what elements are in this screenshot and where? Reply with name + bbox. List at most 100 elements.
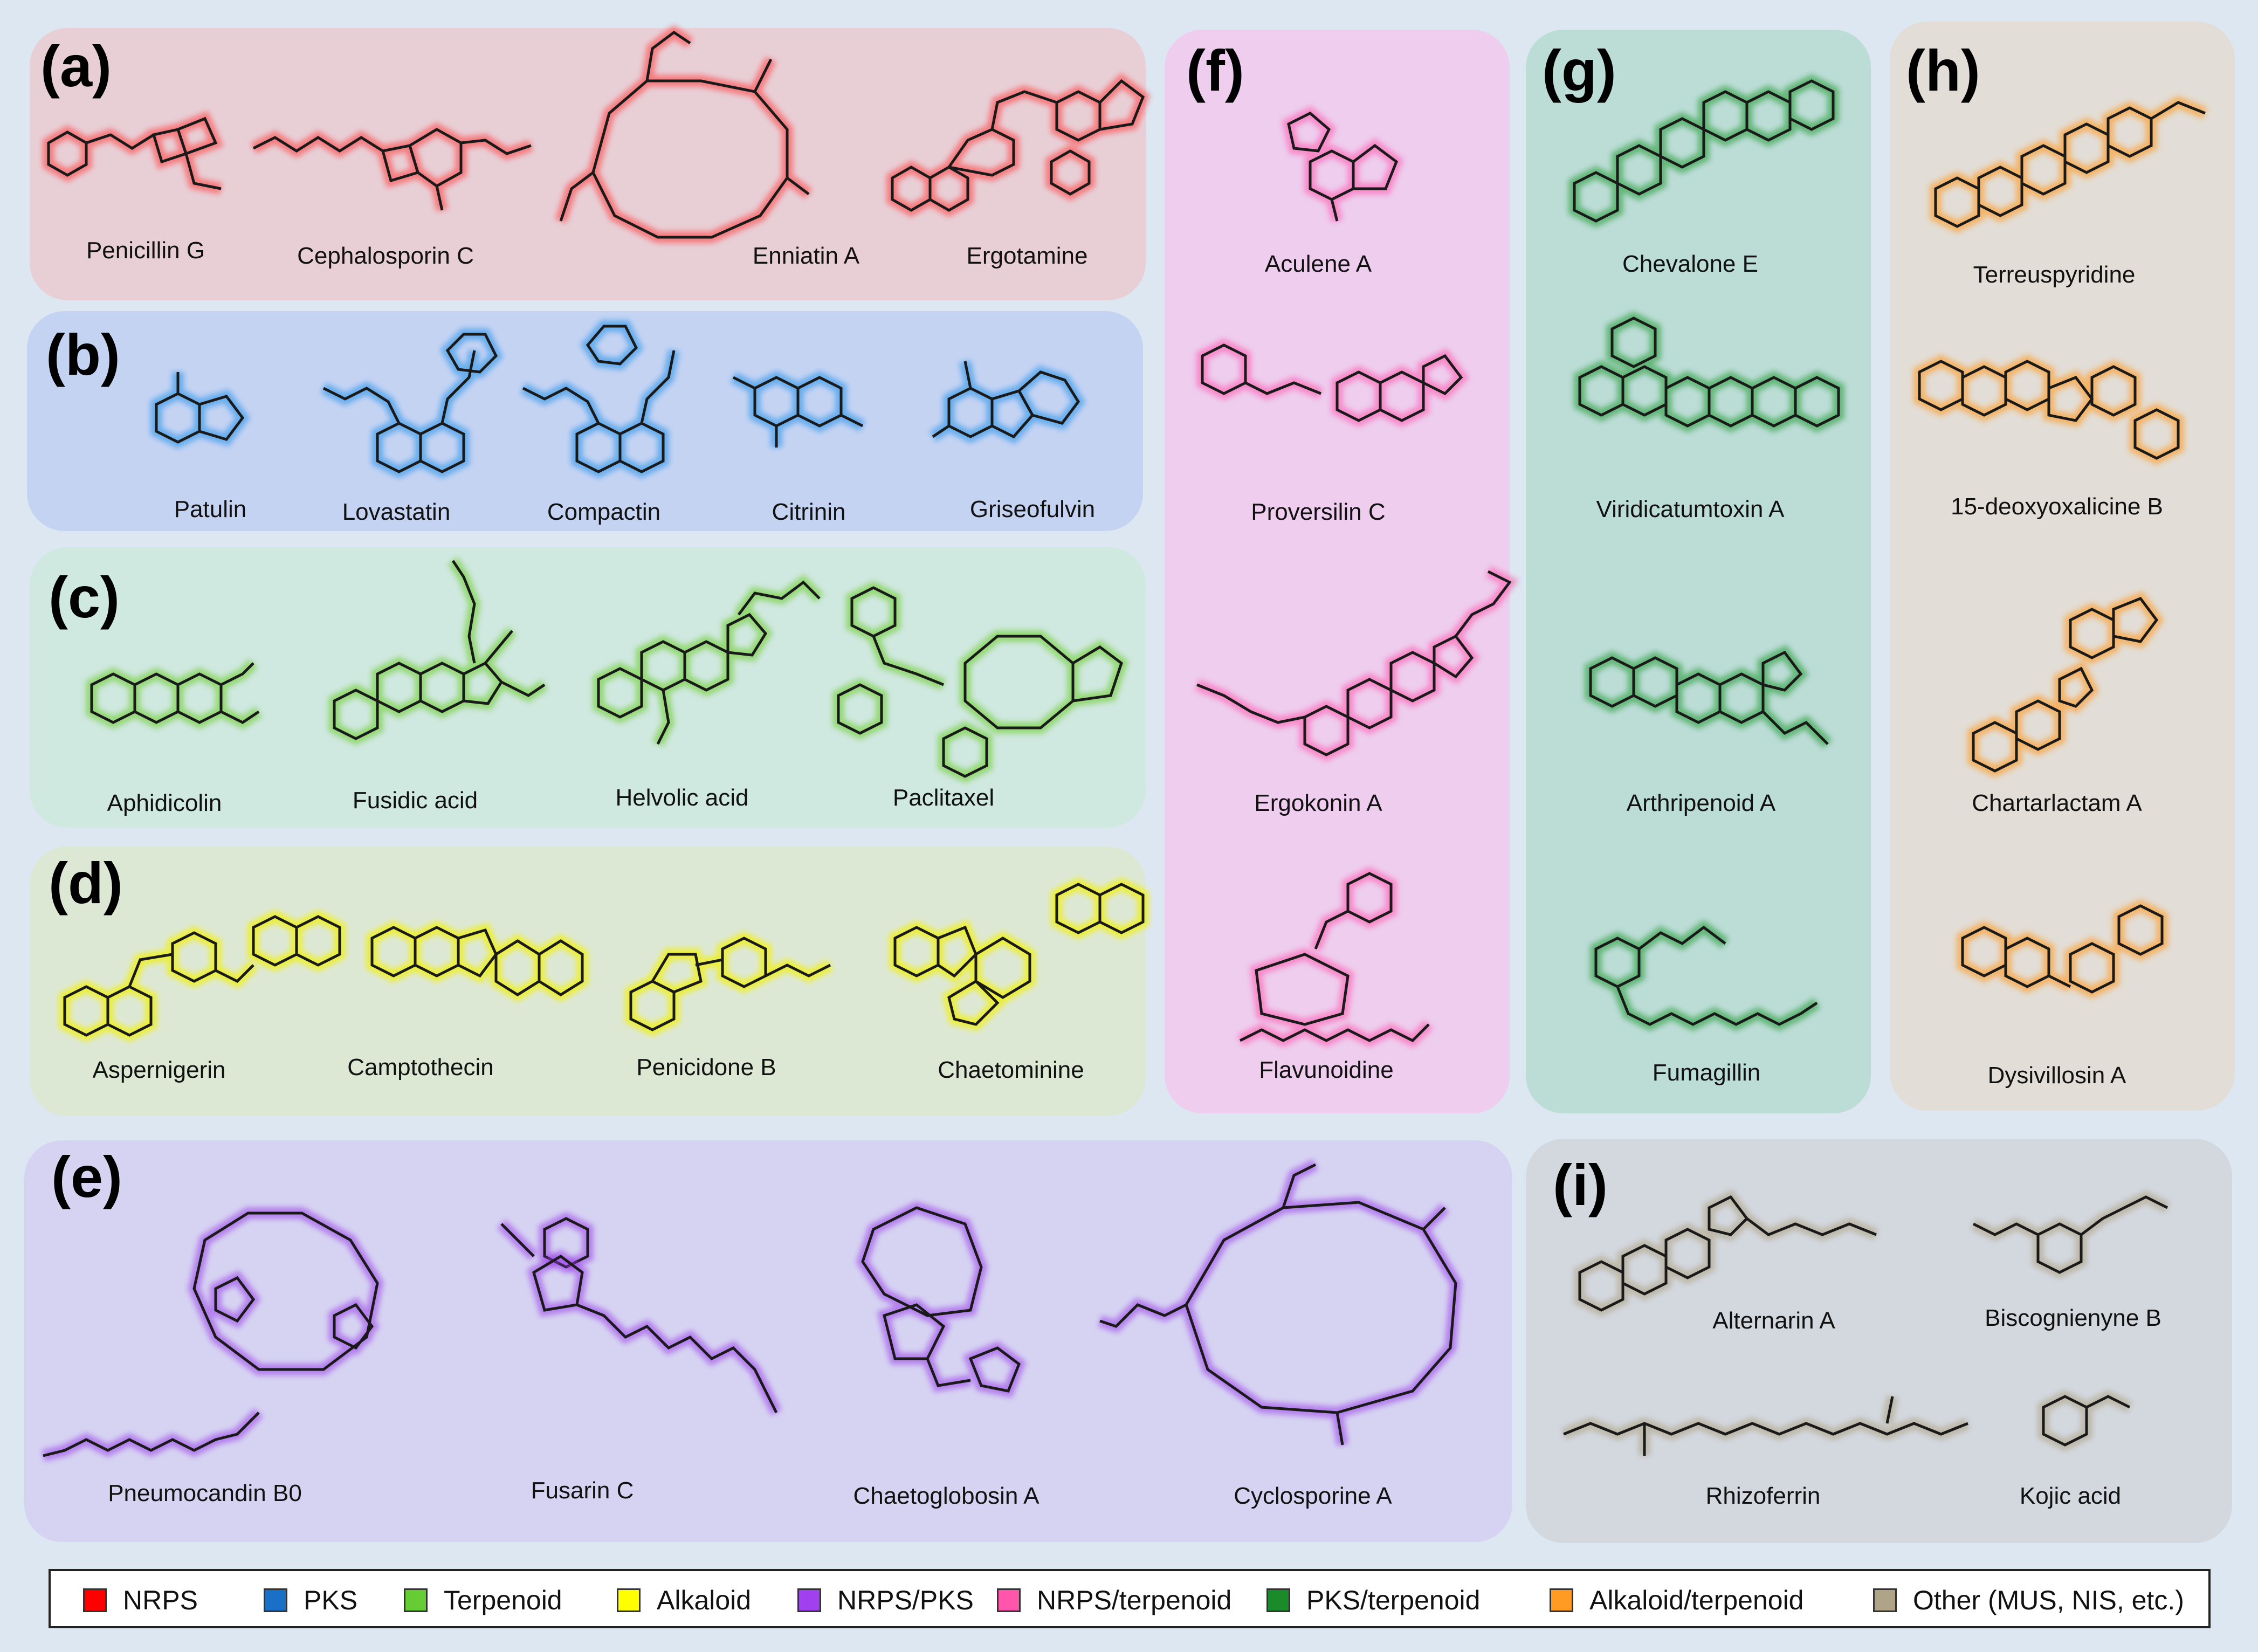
structure-enniatin-a xyxy=(555,25,813,243)
legend-item-nrps-pks: NRPS/PKS xyxy=(797,1584,974,1616)
panel-label-h: (h) xyxy=(1906,38,1980,103)
structure-griseofulvin xyxy=(929,360,1086,444)
compound-name: Penicillin G xyxy=(86,237,205,264)
structure-15-deoxyoxalicine-b xyxy=(1913,354,2184,465)
structure-chartarlactam-a xyxy=(1967,591,2164,778)
structure-aphidicolin xyxy=(86,659,263,729)
structure-dysivillosin-a xyxy=(1957,899,2168,999)
panel-label-e: (e) xyxy=(51,1144,122,1209)
legend-label: Alkaloid xyxy=(657,1585,752,1615)
panel-label-g: (g) xyxy=(1542,38,1616,103)
compound-name: Cyclosporine A xyxy=(1234,1483,1392,1509)
compound-name: Aspernigerin xyxy=(92,1057,226,1083)
compound-name: Penicidone B xyxy=(636,1054,776,1080)
structure-aspernigerin xyxy=(59,910,346,1042)
panel-label-i: (i) xyxy=(1553,1152,1608,1217)
structure-cyclosporine-a xyxy=(1098,1159,1462,1446)
compound-name: Terreuspyridine xyxy=(1973,261,2136,288)
compound-name: Lovastatin xyxy=(342,499,451,525)
structure-biscognienyne-b xyxy=(1971,1190,2170,1279)
legend-item-other: Other (MUS, NIS, etc.) xyxy=(1873,1584,2184,1616)
legend-label: PKS/terpenoid xyxy=(1306,1585,1481,1615)
compound-name: Rhizoferrin xyxy=(1705,1483,1821,1509)
legend-item-nrps: NRPS xyxy=(83,1584,198,1616)
legend-item-terpenoid: Terpenoid xyxy=(404,1584,562,1616)
compound-name: Camptothecin xyxy=(347,1054,494,1080)
structure-penicidone-b xyxy=(625,931,833,1037)
compound-name: 15-deoxyoxalicine B xyxy=(1951,493,2163,520)
compound-name: Ergotamine xyxy=(966,243,1088,269)
panel-label-b: (b) xyxy=(46,322,120,387)
structure-lovastatin xyxy=(321,328,504,479)
structure-rhizoferrin xyxy=(1561,1395,1971,1456)
structure-fusidic-acid xyxy=(328,557,548,746)
panel-label-f: (f) xyxy=(1186,38,1244,103)
structure-camptothecin xyxy=(366,920,588,1002)
compound-name: Proversilin C xyxy=(1251,499,1386,525)
compound-name: Aculene A xyxy=(1264,251,1372,277)
compound-name: Compactin xyxy=(547,499,661,525)
legend-label: Alkaloid/terpenoid xyxy=(1589,1585,1804,1615)
compound-name: Viridicatumtoxin A xyxy=(1596,496,1785,522)
compound-name: Helvolic acid xyxy=(615,784,749,811)
structure-chevalone-e xyxy=(1568,74,1839,228)
compound-name: Griseofulvin xyxy=(969,496,1096,522)
legend-item-alkaloid: Alkaloid xyxy=(617,1584,751,1616)
legend-swatch xyxy=(797,1588,821,1612)
structure-proversilin-c xyxy=(1196,338,1469,428)
legend-label: Terpenoid xyxy=(444,1585,562,1615)
legend-swatch xyxy=(1550,1588,1573,1612)
panel-label-d: (d) xyxy=(49,850,123,916)
compound-name: Flavunoidine xyxy=(1259,1057,1394,1083)
compound-name: Aphidicolin xyxy=(107,790,222,816)
legend-swatch xyxy=(83,1588,107,1612)
structure-compactin xyxy=(520,320,680,479)
legend-item-alkaloid-terpenoid: Alkaloid/terpenoid xyxy=(1550,1584,1804,1616)
compound-name: Pneumocandin B0 xyxy=(108,1480,302,1506)
compound-name: Enniatin A xyxy=(752,243,860,269)
compound-name: Arthripenoid A xyxy=(1626,790,1776,816)
structure-pneumocandin-b0 xyxy=(42,1207,594,1462)
legend-item-nrps-terpenoid: NRPS/terpenoid xyxy=(997,1584,1231,1616)
compound-name: Ergokonin A xyxy=(1254,790,1382,816)
structure-patulin xyxy=(150,372,250,449)
compound-name: Chevalone E xyxy=(1622,251,1758,277)
structure-aculene-a xyxy=(1282,106,1404,223)
structure-ergotamine xyxy=(886,73,1151,217)
compound-name: Chartarlactam A xyxy=(1972,790,2142,816)
structure-fusarin-c xyxy=(497,1220,782,1415)
compound-name: Citrinin xyxy=(772,499,846,525)
structure-citrinin xyxy=(731,370,865,448)
legend-swatch xyxy=(617,1588,641,1612)
compound-name: Biscognienyne B xyxy=(1985,1305,2161,1331)
compound-name: Patulin xyxy=(174,496,247,522)
structure-cephalosporin-c xyxy=(251,122,533,212)
structure-helvolic-acid xyxy=(593,574,824,747)
panel-label-c: (c) xyxy=(49,565,120,630)
structure-chaetominine xyxy=(889,877,1149,1031)
compound-name: Fumagillin xyxy=(1652,1059,1761,1086)
structure-arthripenoid-a xyxy=(1585,645,1832,748)
structure-ergokonin-a xyxy=(1194,566,1519,762)
compound-name: Alternarin A xyxy=(1712,1307,1835,1334)
compound-name: Fusidic acid xyxy=(352,787,478,814)
compound-name: Fusarin C xyxy=(531,1477,634,1504)
structure-chaetoglobosin-a xyxy=(856,1201,1027,1398)
structure-alternarin-a xyxy=(1574,1189,1879,1317)
panel-label-a: (a) xyxy=(40,33,112,99)
compound-name: Dysivillosin A xyxy=(1987,1062,2126,1089)
structure-penicillin-g xyxy=(43,111,224,195)
legend-label: NRPS/PKS xyxy=(837,1585,974,1615)
compound-name: Cephalosporin C xyxy=(297,243,474,269)
legend-swatch xyxy=(1873,1588,1897,1612)
panel-h xyxy=(1890,22,2235,1111)
structure-flavunoidine xyxy=(1237,866,1433,1048)
compound-name: Paclitaxel xyxy=(892,784,995,811)
legend-swatch xyxy=(1266,1588,1290,1612)
legend-item-pks-terpenoid: PKS/terpenoid xyxy=(1266,1584,1480,1616)
compound-name: Chaetoglobosin A xyxy=(853,1483,1039,1509)
legend-label: Other (MUS, NIS, etc.) xyxy=(1913,1585,2184,1615)
legend-label: NRPS xyxy=(123,1585,198,1615)
compound-name: Chaetominine xyxy=(938,1057,1084,1083)
